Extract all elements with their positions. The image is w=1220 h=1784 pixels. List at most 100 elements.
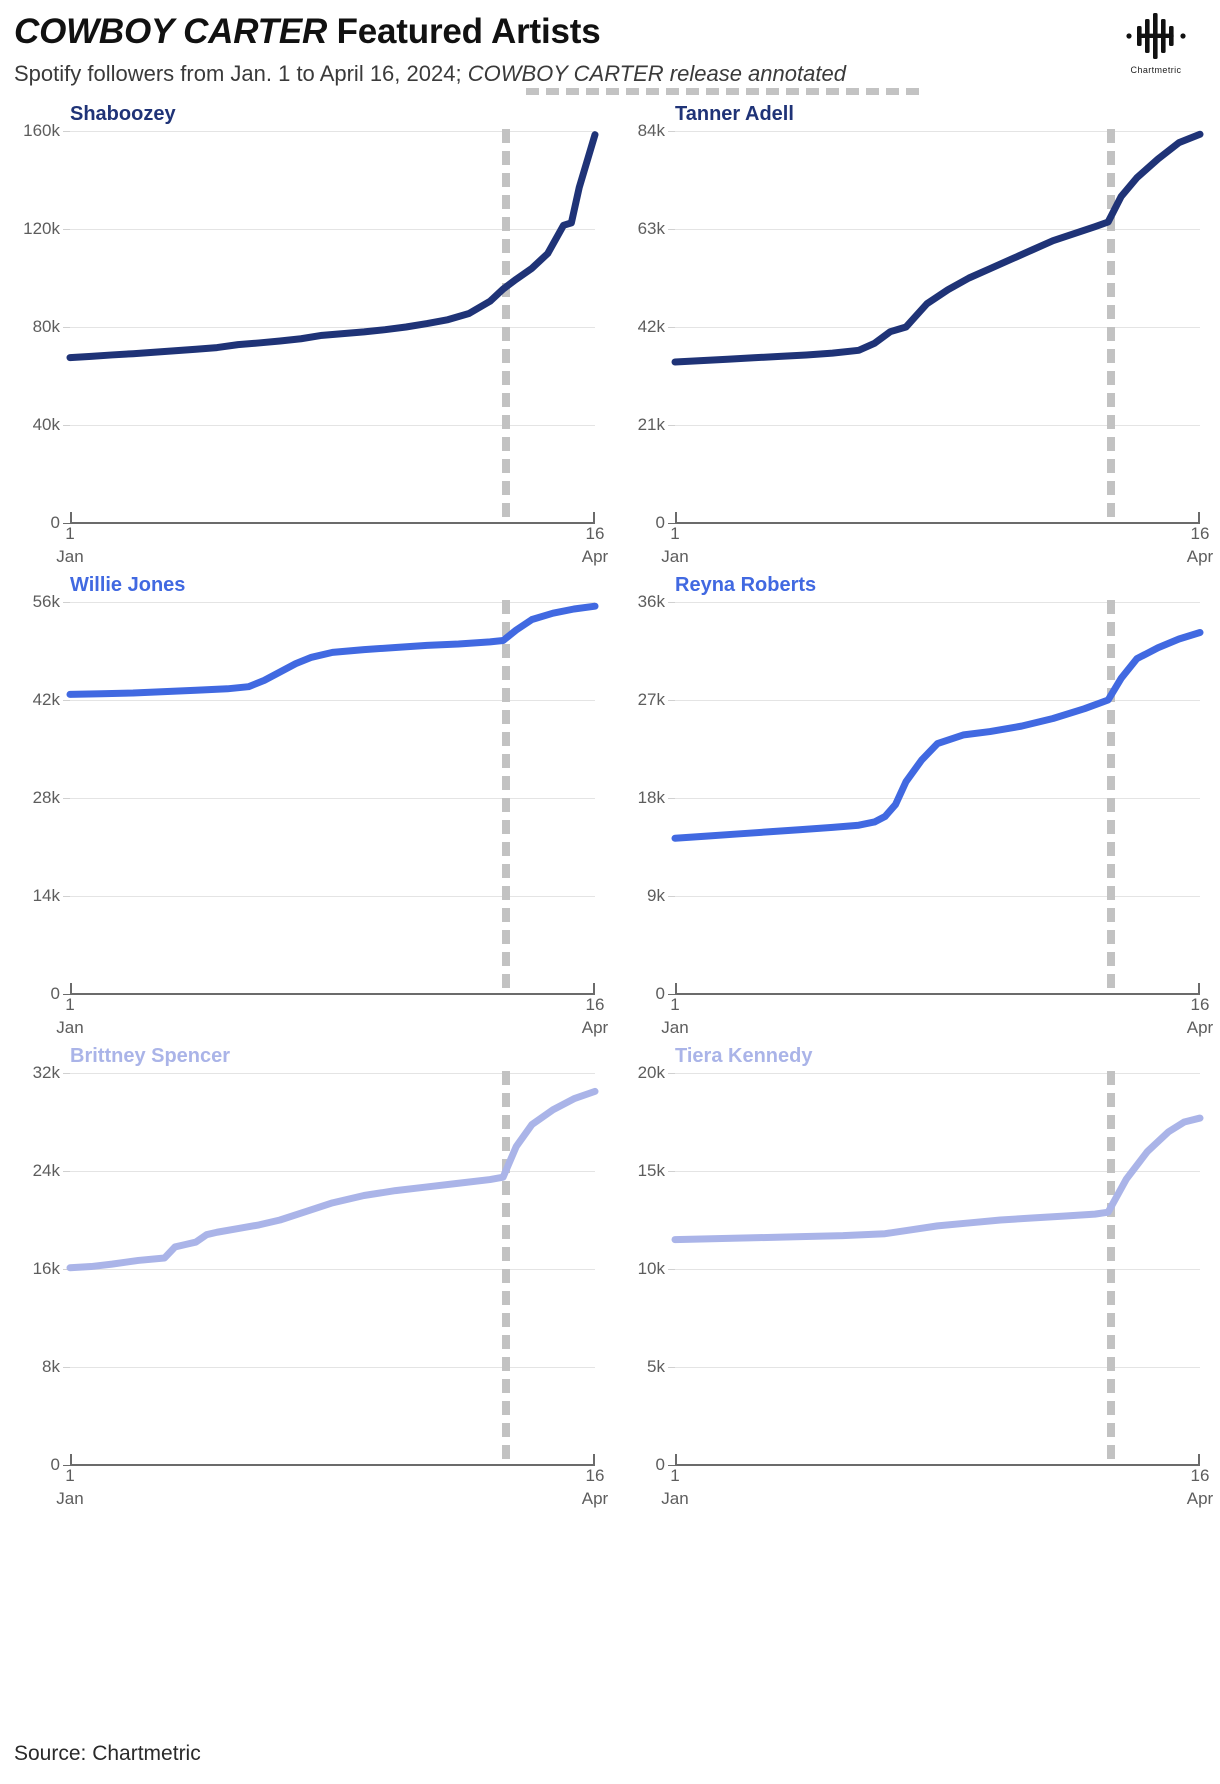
y-axis-tick bbox=[668, 229, 675, 231]
x-axis-end-cap bbox=[675, 512, 677, 524]
followers-trend-line bbox=[70, 606, 595, 694]
x-axis-line bbox=[70, 1464, 595, 1467]
plot-area: 0 5k 10k 15k 20k bbox=[638, 1063, 1200, 1474]
y-axis-tick-label: 84k bbox=[637, 121, 665, 141]
x-axis-end-cap bbox=[593, 1454, 595, 1466]
chart-grid: Shaboozey 0 40k 80k 120k 160k 1 Jan 16 Apr Tanner … bbox=[14, 101, 1214, 1514]
series-line bbox=[70, 602, 595, 994]
y-axis-tick-label: 0 bbox=[50, 513, 60, 533]
x-axis-tick-label-right: 16 Apr bbox=[582, 1465, 608, 1511]
panel-title: Tiera Kennedy bbox=[675, 1045, 813, 1068]
y-axis-tick-label: 36k bbox=[637, 592, 665, 612]
x-axis-end-cap bbox=[1198, 1454, 1200, 1466]
y-axis-labels: 0 21k 42k 63k 84k bbox=[619, 121, 671, 532]
y-axis-labels: 0 5k 10k 15k 20k bbox=[619, 1063, 671, 1474]
plot-area: 0 8k 16k 24k 32k bbox=[33, 1063, 595, 1474]
y-axis-tick-label: 14k bbox=[32, 886, 60, 906]
followers-trend-line bbox=[675, 1118, 1200, 1240]
gridline bbox=[70, 327, 595, 329]
x-axis-end-cap bbox=[1198, 512, 1200, 524]
x-axis-line bbox=[70, 522, 595, 525]
x-axis-tick-label-left: 1 Jan bbox=[56, 994, 83, 1040]
y-axis-tick-label: 63k bbox=[637, 219, 665, 239]
x-tick-month: Jan bbox=[56, 547, 84, 567]
gridline bbox=[70, 602, 595, 604]
series-line bbox=[70, 131, 595, 523]
x-tick-month: Apr bbox=[581, 547, 609, 567]
annotation-dashed-underline bbox=[526, 88, 924, 96]
gridline bbox=[675, 1269, 1200, 1271]
gridline bbox=[675, 700, 1200, 702]
y-axis-tick bbox=[668, 994, 675, 996]
y-axis-tick-label: 0 bbox=[50, 984, 60, 1004]
series-line bbox=[675, 602, 1200, 994]
x-axis-end-cap bbox=[593, 983, 595, 995]
x-axis-line bbox=[70, 993, 595, 996]
x-tick-month: Jan bbox=[661, 547, 689, 567]
y-axis-tick-label: 20k bbox=[637, 1063, 665, 1083]
gridline bbox=[70, 798, 595, 800]
y-axis-tick bbox=[668, 700, 675, 702]
y-axis-tick bbox=[63, 602, 70, 604]
y-axis-tick-label: 18k bbox=[637, 788, 665, 808]
y-axis-tick-label: 42k bbox=[637, 317, 665, 337]
y-axis-tick bbox=[63, 700, 70, 702]
y-axis-tick-label: 0 bbox=[655, 513, 665, 533]
y-axis-tick-label: 0 bbox=[655, 984, 665, 1004]
x-axis-labels: 1 Jan 16 Apr bbox=[661, 994, 1213, 1048]
plot-area: 0 14k 28k 42k 56k bbox=[33, 592, 595, 1003]
y-axis-tick-label: 27k bbox=[637, 690, 665, 710]
x-tick-day: 16 bbox=[1190, 524, 1210, 544]
y-axis-tick bbox=[63, 425, 70, 427]
x-tick-day: 16 bbox=[585, 1466, 605, 1486]
chart-panel: Tiera Kennedy 0 5k 10k 15k 20k 1 Jan 16 Apr bbox=[619, 1043, 1214, 1514]
chart-panel: Willie Jones 0 14k 28k 42k 56k 1 Jan 16 Apr bbox=[14, 572, 609, 1043]
y-axis-tick-label: 10k bbox=[637, 1259, 665, 1279]
y-axis-tick bbox=[668, 896, 675, 898]
y-axis-tick-label: 0 bbox=[655, 1455, 665, 1475]
y-axis-tick-label: 40k bbox=[32, 415, 60, 435]
y-axis-tick-label: 56k bbox=[32, 592, 60, 612]
y-axis-tick bbox=[668, 1073, 675, 1075]
followers-trend-line bbox=[675, 134, 1200, 362]
x-tick-day: 1 bbox=[65, 524, 75, 544]
x-tick-day: 1 bbox=[65, 1466, 75, 1486]
y-axis-tick bbox=[63, 523, 70, 525]
x-tick-month: Apr bbox=[1186, 1018, 1214, 1038]
chartmetric-waveform-icon bbox=[1126, 13, 1186, 59]
x-tick-day: 16 bbox=[1190, 995, 1210, 1015]
gridline bbox=[675, 425, 1200, 427]
y-axis-tick-label: 9k bbox=[647, 886, 665, 906]
x-axis-line bbox=[675, 522, 1200, 525]
panel-title: Brittney Spencer bbox=[70, 1045, 231, 1068]
x-axis-tick-label-right: 16 Apr bbox=[1187, 1465, 1213, 1511]
gridline bbox=[675, 229, 1200, 231]
x-axis-end-cap bbox=[593, 512, 595, 524]
panel-title: Reyna Roberts bbox=[675, 574, 817, 597]
page-subtitle: Spotify followers from Jan. 1 to April 1… bbox=[14, 61, 1206, 87]
plot-area: 0 21k 42k 63k 84k bbox=[638, 121, 1200, 532]
x-tick-month: Jan bbox=[661, 1018, 689, 1038]
x-axis-labels: 1 Jan 16 Apr bbox=[661, 1465, 1213, 1519]
y-axis-tick bbox=[668, 1465, 675, 1467]
page-title: COWBOY CARTER Featured Artists bbox=[14, 12, 1206, 51]
x-axis-end-cap bbox=[70, 983, 72, 995]
y-axis-tick-label: 24k bbox=[32, 1161, 60, 1181]
chart-panel: Brittney Spencer 0 8k 16k 24k 32k 1 Jan 16 Apr bbox=[14, 1043, 609, 1514]
y-axis-tick-label: 42k bbox=[32, 690, 60, 710]
followers-trend-line bbox=[70, 135, 595, 358]
gridline bbox=[675, 1073, 1200, 1075]
y-axis-tick bbox=[63, 896, 70, 898]
series-line bbox=[675, 1073, 1200, 1465]
x-axis-tick-label-left: 1 Jan bbox=[56, 523, 83, 569]
release-annotation-line bbox=[502, 129, 511, 524]
gridline bbox=[70, 229, 595, 231]
y-axis-labels: 0 9k 18k 27k 36k bbox=[619, 592, 671, 1003]
y-axis-tick-label: 28k bbox=[32, 788, 60, 808]
x-axis-end-cap bbox=[70, 512, 72, 524]
subtitle-wrapper: Spotify followers from Jan. 1 to April 1… bbox=[14, 61, 1206, 96]
x-axis-tick-label-left: 1 Jan bbox=[661, 1465, 688, 1511]
y-axis-tick bbox=[668, 1269, 675, 1271]
release-annotation-line bbox=[502, 1071, 511, 1466]
y-axis-tick bbox=[668, 425, 675, 427]
